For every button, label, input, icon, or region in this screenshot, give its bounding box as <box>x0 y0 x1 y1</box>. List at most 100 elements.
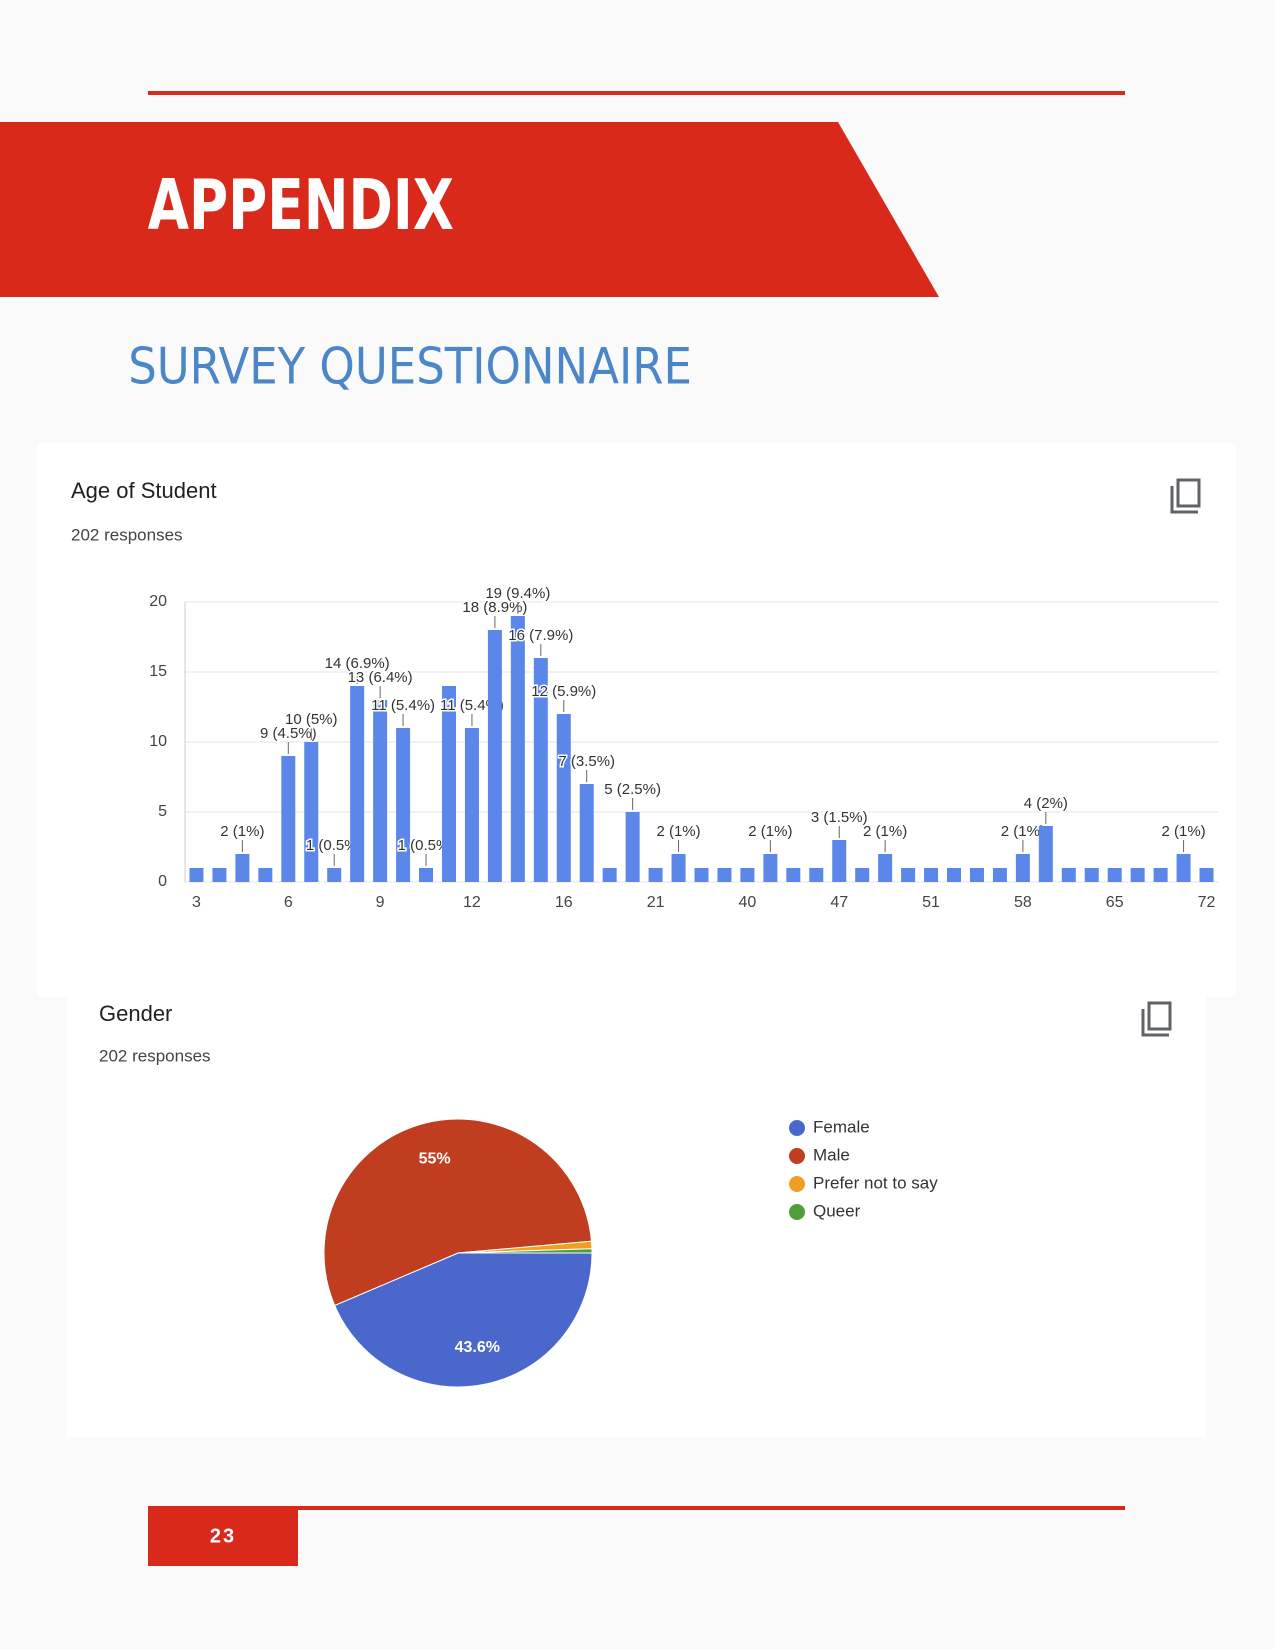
bar <box>1015 854 1030 882</box>
bar <box>350 686 365 882</box>
bar <box>694 868 709 882</box>
bar <box>189 868 204 882</box>
chart-subtitle: 202 responses <box>99 1046 211 1065</box>
data-label: 3 (1.5%) <box>811 809 868 826</box>
data-label: 4 (2%) <box>1024 795 1068 812</box>
data-label: 19 (9.4%) <box>485 585 550 602</box>
banner <box>0 122 939 297</box>
data-label: 2 (1%) <box>748 823 792 840</box>
legend-label: Queer <box>813 1201 861 1220</box>
data-label: 2 (1%) <box>863 823 907 840</box>
data-label: 11 (5.4%) <box>371 697 435 714</box>
page-number-box <box>148 1508 298 1566</box>
legend-swatch <box>789 1148 805 1164</box>
y-tick-label: 0 <box>158 873 167 890</box>
bar <box>419 868 434 882</box>
pie-slice <box>334 1252 593 1388</box>
data-label: 55% <box>419 1151 451 1168</box>
data-label: 9 (4.5%) <box>260 725 317 742</box>
copy-icon[interactable] <box>1170 478 1201 514</box>
bar <box>671 854 686 882</box>
legend-label: Male <box>813 1145 850 1164</box>
data-label: 18 (8.9%) <box>462 599 527 616</box>
bar <box>533 658 548 882</box>
data-label: 2 (1%) <box>1161 823 1205 840</box>
chart-subtitle: 202 responses <box>71 525 183 544</box>
x-tick-label: 12 <box>463 894 481 911</box>
x-tick-label: 6 <box>284 894 293 911</box>
page-number: 23 <box>210 1525 236 1547</box>
data-label: 1 (0.5%) <box>398 837 455 854</box>
chart-title: Gender <box>99 1001 172 1026</box>
bar <box>373 700 388 882</box>
card <box>67 970 1206 1437</box>
bar <box>212 868 227 882</box>
bar <box>487 630 502 882</box>
bar <box>878 854 893 882</box>
bar <box>717 868 732 882</box>
bar <box>1199 868 1214 882</box>
bar <box>1107 868 1122 882</box>
bar <box>464 728 479 882</box>
section-subtitle: SURVEY QUESTIONNAIRE <box>128 338 692 396</box>
data-label: 1 (0.5%) <box>306 837 363 854</box>
y-tick-label: 20 <box>149 593 167 610</box>
pie-slice <box>457 1248 593 1254</box>
bar <box>855 868 870 882</box>
x-tick-label: 47 <box>830 894 848 911</box>
bar <box>1084 868 1099 882</box>
bar <box>969 868 984 882</box>
x-tick-label: 40 <box>739 894 757 911</box>
data-label: 43.6% <box>455 1339 500 1356</box>
bar <box>579 784 594 882</box>
bar <box>901 868 916 882</box>
bar <box>602 868 617 882</box>
bar <box>556 714 571 882</box>
x-tick-label: 72 <box>1198 894 1216 911</box>
data-label: 10 (5%) <box>285 711 338 728</box>
data-label: 7 (3.5%) <box>558 753 615 770</box>
x-tick-label: 58 <box>1014 894 1032 911</box>
legend-label: Female <box>813 1117 870 1136</box>
bar <box>625 812 640 882</box>
y-tick-label: 15 <box>149 663 167 680</box>
data-label: 14 (6.9%) <box>325 655 390 672</box>
copy-icon[interactable] <box>1141 1001 1172 1037</box>
legend-swatch <box>789 1120 805 1136</box>
data-label: 2 (1%) <box>1001 823 1045 840</box>
bar <box>992 868 1007 882</box>
x-tick-label: 3 <box>192 894 201 911</box>
bar <box>510 616 525 882</box>
data-label: 2 (1%) <box>220 823 264 840</box>
bar <box>235 854 250 882</box>
bar <box>396 728 411 882</box>
x-tick-label: 21 <box>647 894 665 911</box>
data-label: 5 (2.5%) <box>604 781 661 798</box>
bar <box>1061 868 1076 882</box>
legend-swatch <box>789 1176 805 1192</box>
bar <box>947 868 962 882</box>
data-label: 16 (7.9%) <box>508 627 573 644</box>
legend-label: Prefer not to say <box>813 1173 938 1192</box>
bar <box>763 854 778 882</box>
x-tick-label: 65 <box>1106 894 1124 911</box>
bar <box>441 686 456 882</box>
bar <box>1038 826 1053 882</box>
card <box>37 443 1236 997</box>
bar <box>281 756 296 882</box>
bar <box>740 868 755 882</box>
bar <box>832 840 847 882</box>
chart-title: Age of Student <box>71 478 217 503</box>
y-tick-label: 5 <box>158 803 167 820</box>
bar <box>258 868 273 882</box>
data-label: 12 (5.9%) <box>531 683 596 700</box>
x-tick-label: 51 <box>922 894 940 911</box>
data-label: 2 (1%) <box>656 823 700 840</box>
bar <box>1153 868 1168 882</box>
bar <box>1176 854 1191 882</box>
bar <box>924 868 939 882</box>
bar <box>1130 868 1145 882</box>
data-label: 13 (6.4%) <box>348 669 413 686</box>
bar <box>809 868 824 882</box>
